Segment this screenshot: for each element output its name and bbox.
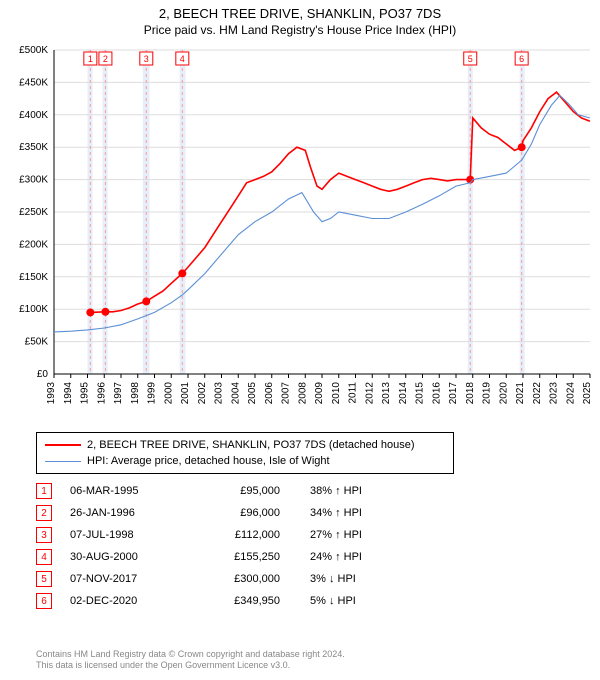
transaction-price: £300,000 xyxy=(190,573,310,585)
svg-text:2007: 2007 xyxy=(281,382,292,405)
svg-text:2006: 2006 xyxy=(264,382,275,405)
transaction-price: £155,250 xyxy=(190,551,310,563)
transaction-marker: 2 xyxy=(36,505,52,521)
svg-text:2018: 2018 xyxy=(465,382,476,405)
svg-text:2019: 2019 xyxy=(482,382,493,405)
transaction-price: £349,950 xyxy=(190,595,310,607)
transaction-diff: 34% ↑ HPI xyxy=(310,507,400,519)
svg-text:6: 6 xyxy=(519,54,524,64)
legend-row: HPI: Average price, detached house, Isle… xyxy=(45,453,445,469)
transaction-row: 1 06-MAR-1995£95,00038% ↑ HPI xyxy=(36,480,400,502)
svg-text:£0: £0 xyxy=(37,369,49,380)
svg-text:1999: 1999 xyxy=(147,382,158,405)
svg-text:1996: 1996 xyxy=(96,382,107,405)
svg-text:£400K: £400K xyxy=(19,110,48,121)
svg-text:£200K: £200K xyxy=(19,239,48,250)
transaction-row: 2 26-JAN-1996£96,00034% ↑ HPI xyxy=(36,502,400,524)
legend-swatch xyxy=(45,444,81,446)
svg-text:£300K: £300K xyxy=(19,175,48,186)
transaction-row: 3 07-JUL-1998£112,00027% ↑ HPI xyxy=(36,524,400,546)
svg-text:2: 2 xyxy=(103,54,108,64)
transaction-row: 4 30-AUG-2000£155,25024% ↑ HPI xyxy=(36,546,400,568)
transaction-date: 30-AUG-2000 xyxy=(70,551,190,563)
svg-text:3: 3 xyxy=(144,54,149,64)
svg-text:2008: 2008 xyxy=(297,382,308,405)
copyright-line: This data is licensed under the Open Gov… xyxy=(36,660,345,672)
transaction-date: 07-JUL-1998 xyxy=(70,529,190,541)
transaction-diff: 24% ↑ HPI xyxy=(310,551,400,563)
transaction-marker: 4 xyxy=(36,549,52,565)
legend-swatch xyxy=(45,461,81,462)
svg-text:2020: 2020 xyxy=(498,382,509,405)
legend-row: 2, BEECH TREE DRIVE, SHANKLIN, PO37 7DS … xyxy=(45,437,445,453)
svg-text:£250K: £250K xyxy=(19,207,48,218)
svg-text:2012: 2012 xyxy=(364,382,375,405)
transaction-marker: 1 xyxy=(36,483,52,499)
svg-text:£350K: £350K xyxy=(19,142,48,153)
legend-label: 2, BEECH TREE DRIVE, SHANKLIN, PO37 7DS … xyxy=(87,439,415,451)
svg-text:£150K: £150K xyxy=(19,272,48,283)
transaction-marker: 6 xyxy=(36,593,52,609)
transaction-diff: 27% ↑ HPI xyxy=(310,529,400,541)
svg-text:2003: 2003 xyxy=(214,382,225,405)
svg-text:£100K: £100K xyxy=(19,304,48,315)
svg-text:2015: 2015 xyxy=(415,382,426,405)
transaction-marker: 5 xyxy=(36,571,52,587)
page-title: 2, BEECH TREE DRIVE, SHANKLIN, PO37 7DS xyxy=(0,0,600,21)
svg-text:2016: 2016 xyxy=(431,382,442,405)
chart-container: £0 £50K £100K £150K £200K £250K £300K £350K £400… xyxy=(4,44,596,424)
svg-text:1998: 1998 xyxy=(130,382,141,405)
svg-text:1: 1 xyxy=(88,54,93,64)
svg-text:2004: 2004 xyxy=(230,382,241,405)
page-subtitle: Price paid vs. HM Land Registry's House … xyxy=(0,21,600,37)
svg-text:5: 5 xyxy=(468,54,473,64)
copyright-notice: Contains HM Land Registry data © Crown c… xyxy=(36,649,345,672)
svg-text:2013: 2013 xyxy=(381,382,392,405)
legend: 2, BEECH TREE DRIVE, SHANKLIN, PO37 7DS … xyxy=(36,432,454,474)
legend-label: HPI: Average price, detached house, Isle… xyxy=(87,455,330,467)
svg-text:1994: 1994 xyxy=(63,382,74,405)
transaction-date: 07-NOV-2017 xyxy=(70,573,190,585)
transaction-row: 6 02-DEC-2020£349,9505% ↓ HPI xyxy=(36,590,400,612)
svg-text:2002: 2002 xyxy=(197,382,208,405)
svg-text:2001: 2001 xyxy=(180,382,191,405)
transaction-diff: 5% ↓ HPI xyxy=(310,595,400,607)
svg-text:2005: 2005 xyxy=(247,382,258,405)
svg-text:2009: 2009 xyxy=(314,382,325,405)
svg-text:2022: 2022 xyxy=(532,382,543,405)
transaction-marker: 3 xyxy=(36,527,52,543)
transaction-date: 26-JAN-1996 xyxy=(70,507,190,519)
svg-text:4: 4 xyxy=(180,54,185,64)
svg-text:2024: 2024 xyxy=(565,382,576,405)
price-chart: £0 £50K £100K £150K £200K £250K £300K £350K £400… xyxy=(4,44,596,424)
svg-text:1997: 1997 xyxy=(113,382,124,405)
svg-text:1993: 1993 xyxy=(46,382,57,405)
transaction-date: 02-DEC-2020 xyxy=(70,595,190,607)
svg-text:2000: 2000 xyxy=(163,382,174,405)
transaction-table: 1 06-MAR-1995£95,00038% ↑ HPI 2 26-JAN-1996… xyxy=(36,480,400,612)
svg-text:1995: 1995 xyxy=(80,382,91,405)
transaction-price: £95,000 xyxy=(190,485,310,497)
svg-text:2023: 2023 xyxy=(549,382,560,405)
svg-text:2025: 2025 xyxy=(582,382,593,405)
transaction-diff: 3% ↓ HPI xyxy=(310,573,400,585)
svg-text:2014: 2014 xyxy=(398,382,409,405)
svg-text:2010: 2010 xyxy=(331,382,342,405)
svg-text:2021: 2021 xyxy=(515,382,526,405)
svg-text:£450K: £450K xyxy=(19,77,48,88)
transaction-price: £112,000 xyxy=(190,529,310,541)
transaction-price: £96,000 xyxy=(190,507,310,519)
svg-text:2011: 2011 xyxy=(348,382,359,404)
svg-text:£50K: £50K xyxy=(25,337,49,348)
transaction-diff: 38% ↑ HPI xyxy=(310,485,400,497)
transaction-row: 5 07-NOV-2017£300,0003% ↓ HPI xyxy=(36,568,400,590)
copyright-line: Contains HM Land Registry data © Crown c… xyxy=(36,649,345,661)
svg-text:2017: 2017 xyxy=(448,382,459,405)
transaction-date: 06-MAR-1995 xyxy=(70,485,190,497)
svg-text:£500K: £500K xyxy=(19,45,48,56)
